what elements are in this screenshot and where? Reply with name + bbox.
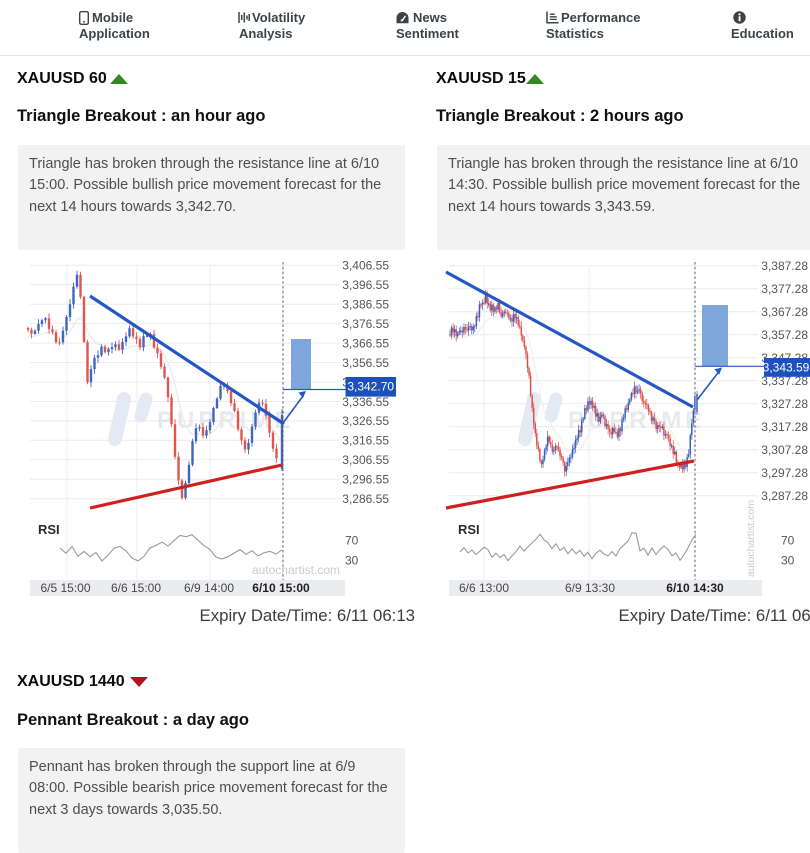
svg-text:70: 70 [781,534,795,548]
svg-text:autochartist.com: autochartist.com [745,500,757,577]
svg-text:3,377.28: 3,377.28 [761,282,808,296]
svg-text:3,387.28: 3,387.28 [761,259,808,273]
svg-text:6/9 14:00: 6/9 14:00 [184,581,234,595]
svg-text:30: 30 [781,554,795,568]
svg-text:70: 70 [345,534,359,548]
svg-text:3,367.28: 3,367.28 [761,305,808,319]
svg-text:3,406.55: 3,406.55 [342,259,389,273]
svg-text:autochartist.com: autochartist.com [252,563,340,577]
svg-text:30: 30 [345,554,359,568]
svg-text:RSI: RSI [458,522,480,537]
svg-text:3,307.28: 3,307.28 [761,443,808,457]
svg-text:3,376.55: 3,376.55 [342,317,389,331]
svg-text:6/6 15:00: 6/6 15:00 [111,581,161,595]
svg-text:3,396.55: 3,396.55 [342,278,389,292]
svg-text:3,386.55: 3,386.55 [342,298,389,312]
svg-text:3,296.55: 3,296.55 [342,473,389,487]
svg-text:3,326.55: 3,326.55 [342,414,389,428]
svg-text:3,297.28: 3,297.28 [761,466,808,480]
svg-text:3,337.28: 3,337.28 [761,374,808,388]
svg-text:3,287.28: 3,287.28 [761,489,808,503]
svg-text:3,343.59: 3,343.59 [763,361,810,375]
svg-text:6/10 15:00: 6/10 15:00 [252,581,310,595]
svg-text:6/5 15:00: 6/5 15:00 [40,581,90,595]
svg-text:3,306.55: 3,306.55 [342,453,389,467]
svg-text:RSI: RSI [38,522,60,537]
svg-text:PUPRIME: PUPRIME [568,407,705,434]
svg-text:6/10 14:30: 6/10 14:30 [666,581,724,595]
svg-text:6/6 13:00: 6/6 13:00 [459,581,509,595]
svg-text:3,342.70: 3,342.70 [347,379,394,393]
svg-text:PUPRIME: PUPRIME [157,407,294,434]
svg-text:3,286.55: 3,286.55 [342,492,389,506]
svg-text:3,316.55: 3,316.55 [342,434,389,448]
svg-text:3,327.28: 3,327.28 [761,397,808,411]
svg-text:3,336.55: 3,336.55 [342,395,389,409]
svg-text:3,357.28: 3,357.28 [761,328,808,342]
svg-text:3,317.28: 3,317.28 [761,420,808,434]
svg-text:6/9 13:30: 6/9 13:30 [565,581,615,595]
svg-text:3,366.55: 3,366.55 [342,336,389,350]
svg-text:3,356.55: 3,356.55 [342,356,389,370]
